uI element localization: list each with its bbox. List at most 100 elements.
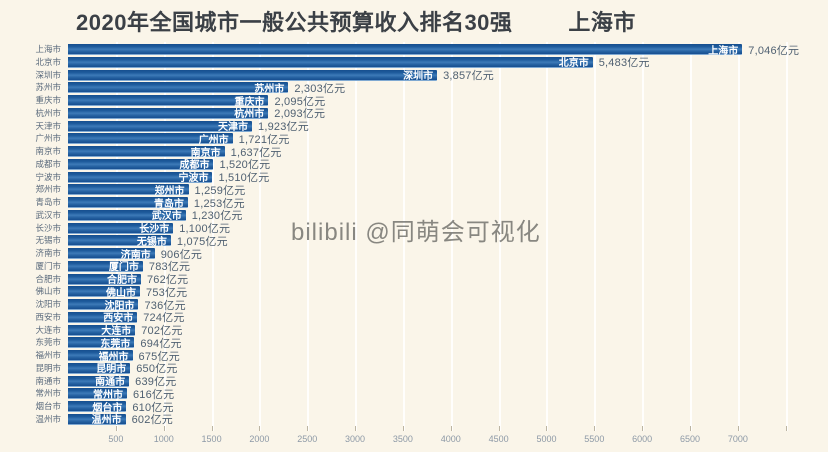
bar-value-label: 610亿元 — [132, 401, 174, 414]
bar-value-label: 2,095亿元 — [274, 95, 326, 108]
y-axis-label: 郑州市 — [35, 184, 61, 195]
bar-row: 上海市 7,046亿元 — [68, 44, 824, 57]
bar-value-label: 1,923亿元 — [258, 121, 309, 133]
bar-value-label: 724亿元 — [143, 312, 185, 325]
x-tick-mark — [211, 426, 213, 431]
bar-value-label: 3,857亿元 — [443, 70, 495, 82]
x-tick-mark — [163, 426, 165, 431]
x-tick-mark — [737, 426, 739, 431]
bar: 沈阳市 — [68, 299, 139, 312]
bar-value-label: 736亿元 — [144, 299, 186, 312]
bar-row: 东莞市 694亿元 — [68, 337, 824, 350]
y-axis-label: 上海市 — [35, 44, 61, 54]
y-axis-label: 福州市 — [35, 350, 61, 360]
bar-city-label: 西安市 — [103, 313, 134, 325]
y-axis-label: 佛山市 — [35, 286, 61, 297]
bar-city-label: 南京市 — [190, 147, 221, 159]
gridline — [546, 42, 549, 431]
bar-row: 西安市 724亿元 — [68, 311, 824, 325]
x-tick-mark — [785, 426, 787, 431]
y-axis-label: 苏州市 — [35, 82, 61, 93]
bar: 广州市 — [68, 133, 233, 146]
gridline — [402, 42, 405, 431]
bar: 昆明市 — [68, 362, 131, 376]
x-tick-label: 5500 — [584, 434, 605, 444]
y-axis-label: 东莞市 — [35, 337, 61, 348]
y-axis-label: 常州市 — [35, 388, 61, 399]
x-tick-mark — [307, 426, 309, 431]
bar-value-label: 1,259亿元 — [194, 184, 246, 197]
y-axis-label: 温州市 — [35, 413, 61, 424]
bar-city-label: 合肥市 — [106, 275, 137, 286]
x-axis: 500 1000 1500 2000 2500 3000 3500 4000 4500 5000 5… — [68, 425, 824, 458]
bar: 天津市 — [68, 120, 252, 133]
x-tick-label: 7000 — [727, 434, 748, 444]
bar: 重庆市 — [68, 95, 269, 108]
gridline — [594, 42, 597, 431]
bar: 西安市 — [68, 311, 138, 325]
bar-value-label: 783亿元 — [148, 261, 191, 274]
bar-city-label: 佛山市 — [106, 287, 137, 299]
bar-value-label: 1,075亿元 — [176, 235, 228, 248]
bar-row: 南京市 1,637亿元 — [68, 146, 824, 159]
bar-row: 温州市 602亿元 — [68, 413, 824, 427]
bar-row: 大连市 702亿元 — [68, 324, 824, 337]
bar-city-label: 宁波市 — [178, 173, 209, 184]
y-axis-label: 合肥市 — [35, 273, 61, 284]
gridline — [211, 42, 214, 431]
bar: 宁波市 — [68, 171, 213, 184]
bar-city-label: 武汉市 — [151, 211, 182, 223]
chart-title: 2020年全国城市一般公共预算收入排名30强 — [76, 10, 513, 35]
gridline — [737, 42, 740, 431]
bar-city-label: 昆明市 — [96, 364, 127, 376]
gridline — [450, 42, 453, 431]
bar: 深圳市 — [68, 69, 438, 82]
bar: 温州市 — [68, 413, 126, 427]
y-axis-labels: 上海市 北京市 深圳市 苏州市 重庆市 杭州市 天津市 广州市 南京市 成都市 宁波市 郑州市 青岛市武… — [6, 44, 68, 458]
y-axis-label: 无锡市 — [35, 235, 61, 246]
bar: 上海市 — [68, 44, 743, 57]
bar-value-label: 1,520亿元 — [219, 159, 271, 172]
bar-value-label: 5,483亿元 — [598, 57, 650, 70]
y-axis-label: 宁波市 — [35, 171, 61, 182]
bar-value-label: 675亿元 — [138, 350, 180, 363]
bar-city-label: 无锡市 — [136, 236, 167, 248]
bar: 长沙市 — [68, 222, 174, 235]
bar-value-label: 1,721亿元 — [238, 133, 290, 146]
bar-city-label: 福州市 — [98, 351, 129, 363]
bar-city-label: 常州市 — [92, 389, 123, 401]
gridline — [498, 42, 501, 431]
x-tick-label: 1000 — [153, 434, 174, 444]
bar-row: 长沙市 1,100亿元 — [68, 222, 824, 235]
bar-row: 合肥市 762亿元 — [68, 273, 824, 286]
title-row: 2020年全国城市一般公共预算收入排名30强 上海市 — [0, 5, 828, 37]
bar-value-label: 753亿元 — [146, 286, 188, 299]
bar: 济南市 — [68, 248, 155, 261]
x-tick-mark — [498, 426, 500, 431]
y-axis-label: 青岛市 — [35, 197, 61, 207]
bar-city-label: 厦门市 — [108, 262, 139, 274]
bar-row: 烟台市 610亿元 — [68, 401, 824, 414]
bar-row: 广州市 1,721亿元 — [68, 133, 824, 146]
bar-row: 宁波市 1,510亿元 — [68, 171, 824, 184]
gridline — [690, 42, 693, 431]
x-tick-mark — [259, 426, 261, 431]
gridline — [259, 42, 262, 431]
bar-value-label: 650亿元 — [136, 363, 178, 376]
bar: 合肥市 — [68, 273, 141, 286]
bar-row: 南通市 639亿元 — [68, 375, 824, 388]
x-tick-label: 3500 — [392, 434, 413, 444]
bar-row: 苏州市 2,303亿元 — [68, 82, 824, 95]
bar: 成都市 — [68, 158, 214, 171]
watermark: bilibili @同萌会可视化 — [291, 219, 541, 246]
bar-city-label: 沈阳市 — [104, 300, 135, 312]
bar-row: 常州市 616亿元 — [68, 388, 824, 401]
bar-value-label: 702亿元 — [141, 325, 183, 337]
bar-row: 北京市 5,483亿元 — [68, 56, 824, 70]
bar: 厦门市 — [68, 260, 143, 274]
bar: 郑州市 — [68, 184, 189, 197]
bar-city-label: 温州市 — [91, 415, 122, 427]
y-axis-label: 沈阳市 — [35, 299, 61, 309]
bar-value-label: 639亿元 — [135, 376, 177, 388]
